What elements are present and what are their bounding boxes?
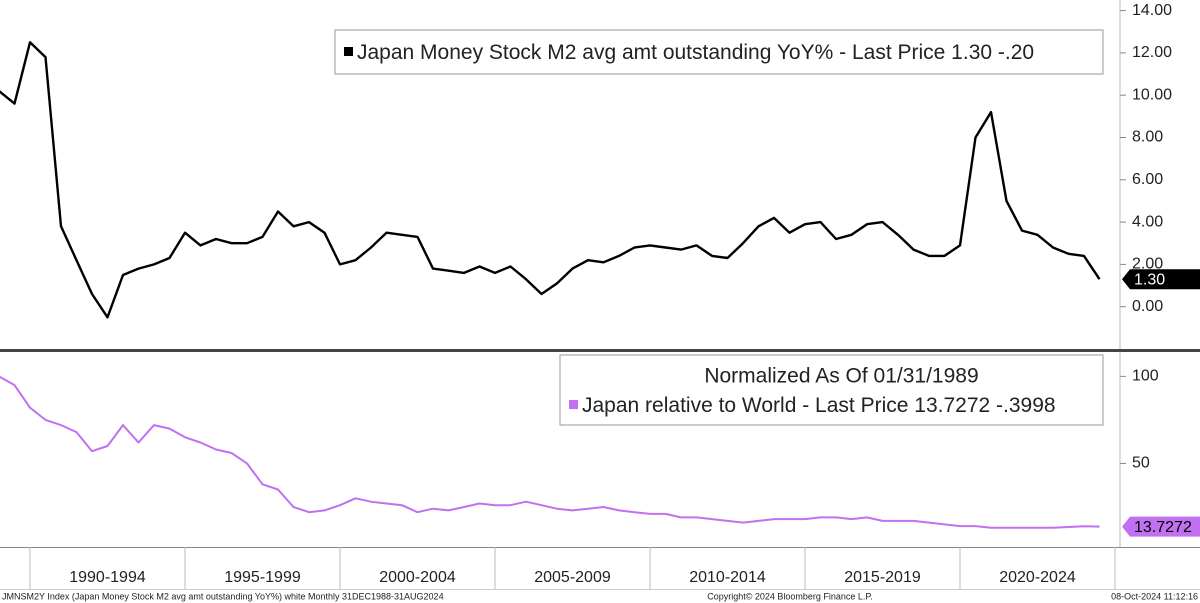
legend-series-name: Japan Money Stock M2 avg amt outstanding… — [357, 41, 833, 64]
y-tick-label: 4.00 — [1132, 213, 1163, 230]
line-series — [0, 41, 1101, 319]
legend-last-price: - Last Price 1.30 -.20 — [839, 41, 1034, 64]
y-tick-label: 10.00 — [1132, 86, 1172, 103]
y-tick-label: 100 — [1132, 368, 1159, 385]
x-tick-label: 1990-1994 — [69, 569, 146, 586]
legend-series-name: Japan relative to World — [582, 394, 796, 417]
last-price-label: 13.7272 — [1134, 519, 1192, 536]
legend-box — [334, 29, 1104, 75]
x-tick-label: 2005-2009 — [534, 569, 611, 586]
y-tick-label: 14.00 — [1132, 2, 1172, 19]
x-tick-label: 2020-2024 — [999, 569, 1076, 586]
y-tick-label: 50 — [1132, 455, 1150, 472]
legend-label: Japan Money Stock M2 avg amt outstanding… — [357, 41, 1034, 64]
legend-last-price: - Last Price 13.7272 -.3998 — [802, 394, 1055, 417]
y-tick-label: 2.00 — [1132, 256, 1163, 273]
legend-marker — [344, 47, 353, 56]
y-tick-label: 0.00 — [1132, 298, 1163, 315]
y-tick-label: 8.00 — [1132, 129, 1163, 146]
line-series — [0, 375, 1100, 529]
legend-label: Japan relative to World - Last Price 13.… — [582, 394, 1056, 417]
footer-center: Copyright© 2024 Bloomberg Finance L.P. — [707, 591, 873, 601]
x-tick-label: 1995-1999 — [224, 569, 301, 586]
x-tick-label: 2000-2004 — [379, 569, 456, 586]
y-tick-label: 6.00 — [1132, 171, 1163, 188]
last-price-label: 1.30 — [1134, 271, 1165, 288]
footer-left: JMNSM2Y Index (Japan Money Stock M2 avg … — [2, 591, 444, 601]
last-price-tag — [1122, 516, 1200, 537]
y-tick-label: 12.00 — [1132, 44, 1172, 61]
x-tick-label: 2015-2019 — [844, 569, 921, 586]
last-price-tag — [1122, 269, 1200, 290]
legend-marker — [569, 400, 578, 409]
legend-box — [559, 354, 1104, 426]
x-tick-label: 2010-2014 — [689, 569, 766, 586]
footer-right: 08-Oct-2024 11:12:16 — [1111, 591, 1198, 601]
legend-subtitle: Normalized As Of 01/31/1989 — [704, 365, 978, 388]
